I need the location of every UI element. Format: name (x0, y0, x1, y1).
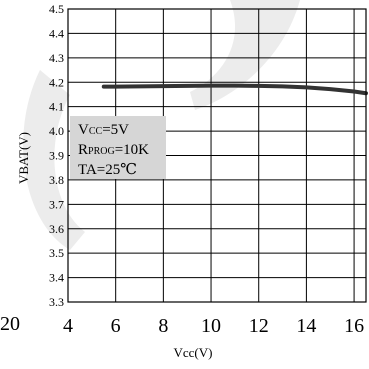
y-tick-label: 4.5 (49, 2, 64, 16)
y-tick-label: 4.4 (49, 26, 64, 40)
series-line (101, 83, 368, 96)
y-tick-label: 3.3 (49, 295, 64, 309)
annotation-ta: TA=25℃ (78, 162, 137, 178)
x-tick-label: 12 (249, 315, 269, 337)
x-tick-label: 14 (296, 315, 316, 337)
annotation-vcc: VCC=5V (78, 122, 129, 138)
y-tick-label: 4.2 (49, 75, 64, 89)
x-tick-label: 8 (158, 315, 168, 337)
annotation-rprog: RPROG=10K (78, 142, 149, 158)
y-tick-label: 4.1 (49, 100, 64, 114)
y-tick-label: 3.9 (49, 149, 64, 163)
y-tick-label: 3.8 (49, 173, 64, 187)
y-tick-label: 4.0 (49, 124, 64, 138)
y-tick-label: 3.5 (49, 246, 64, 260)
plot-frame (67, 8, 367, 303)
x-tick-labels: 4 6 8 10 12 14 16 (63, 315, 364, 337)
x-tick-label: 6 (111, 315, 121, 337)
stray-left-label: 20 (0, 313, 20, 335)
x-tick-label: 16 (344, 315, 364, 337)
y-axis-label: VBAT(V) (16, 132, 31, 184)
y-tick-label: 3.4 (49, 271, 64, 285)
x-tick-label: 4 (63, 315, 73, 337)
annotation-box: VCC=5V RPROG=10K TA=25℃ (70, 116, 166, 179)
y-tick-label: 3.7 (49, 197, 64, 211)
x-tick-label: 10 (201, 315, 221, 337)
y-tick-label: 3.6 (49, 222, 64, 236)
y-tick-label: 4.3 (49, 51, 64, 65)
x-axis-label: Vcc(V) (174, 345, 213, 360)
y-tick-labels: 3.3 3.4 3.5 3.6 3.7 3.8 3.9 4.0 4.1 4.2 4.3 4.4 4.5 (49, 2, 64, 309)
